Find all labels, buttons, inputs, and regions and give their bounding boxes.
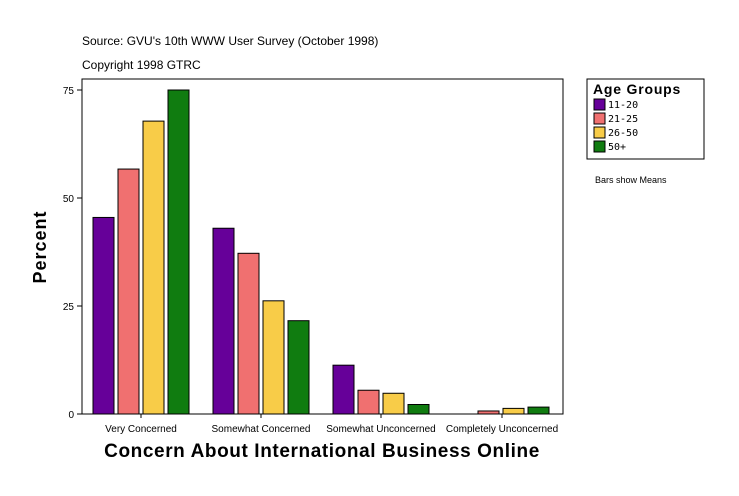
bars [92, 89, 550, 415]
legend-swatch [593, 126, 606, 139]
legend-swatch [593, 112, 606, 125]
legend-title: Age Groups [593, 81, 681, 97]
legend: Age Groups 11-20 21-25 26-50 50+ [586, 78, 705, 160]
bar [477, 410, 500, 415]
bar [287, 320, 310, 415]
bar [92, 216, 115, 415]
y-tick-label: 75 [63, 86, 75, 97]
x-tick-label: Somewhat Concerned [212, 424, 311, 435]
y-tick-label: 25 [63, 302, 75, 313]
bar [237, 252, 260, 415]
legend-entry: 21-25 [608, 114, 638, 125]
legend-entry: 11-20 [608, 100, 638, 111]
bar [407, 403, 430, 415]
bar [167, 89, 190, 415]
bar [527, 406, 550, 415]
legend-swatch [593, 98, 606, 111]
legend-entry: 50+ [608, 142, 626, 153]
x-tick-label: Completely Unconcerned [446, 424, 558, 435]
source-line: Source: GVU's 10th WWW User Survey (Octo… [82, 34, 378, 48]
bar [262, 300, 285, 415]
x-axis-label: Concern About International Business Onl… [104, 441, 540, 462]
bar [142, 120, 165, 415]
bars-note: Bars show Means [595, 175, 667, 185]
x-tick-label: Very Concerned [105, 424, 177, 435]
legend-box [586, 78, 705, 160]
y-axis-label: Percent [30, 210, 50, 283]
bar [382, 392, 405, 415]
bar [212, 227, 235, 415]
bar [502, 407, 525, 415]
bar [117, 168, 140, 415]
bar [332, 364, 355, 415]
legend-swatch [593, 140, 606, 153]
y-axis: 0 25 50 75 [63, 86, 82, 421]
legend-entry: 26-50 [608, 128, 638, 139]
x-tick-label: Somewhat Unconcerned [326, 424, 436, 435]
copyright-line: Copyright 1998 GTRC [82, 58, 201, 72]
y-tick-label: 50 [63, 194, 75, 205]
y-tick-label: 0 [68, 410, 74, 421]
bar [357, 389, 380, 415]
x-axis: Very Concerned Somewhat Concerned Somewhat… [105, 414, 558, 435]
